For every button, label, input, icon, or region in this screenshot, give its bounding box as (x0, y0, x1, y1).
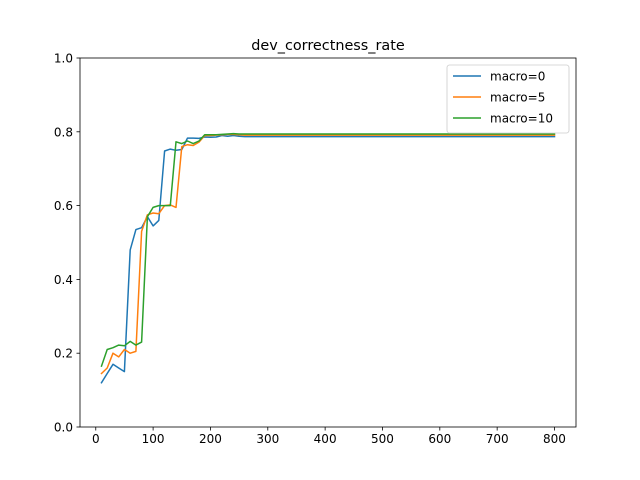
series-line-0 (100, 134, 556, 384)
legend-label-1: macro=5 (490, 91, 545, 105)
x-tick-label: 100 (142, 432, 165, 446)
x-tick-label: 600 (428, 432, 451, 446)
x-tick-label: 400 (314, 432, 337, 446)
legend-label-0: macro=0 (490, 70, 545, 84)
plot-frame (79, 57, 577, 428)
x-tick-label: 300 (256, 432, 279, 446)
chart-title: dev_correctness_rate (251, 38, 405, 54)
x-tick-label: 700 (486, 432, 509, 446)
y-tick-label: 0.2 (54, 347, 73, 361)
y-tick-label: 0.4 (54, 273, 73, 287)
legend-box (446, 64, 570, 134)
y-tick-label: 0.6 (54, 199, 73, 213)
x-tick-label: 800 (543, 432, 566, 446)
y-tick-label: 0.8 (54, 125, 73, 139)
x-tick-label: 500 (371, 432, 394, 446)
axes-layer: 0 100 200 300 400 500 600 700 800 0.0 0.2 0.4 0.6 0.8… (54, 52, 577, 446)
series-layer (100, 132, 556, 384)
y-tick-label: 0.0 (54, 421, 73, 435)
legend: macro=0 macro=5 macro=10 (446, 64, 570, 134)
y-tick-label: 1.0 (54, 52, 73, 66)
series-line-1 (100, 133, 556, 375)
x-tick-label: 200 (199, 432, 222, 446)
x-tick-label: 0 (92, 432, 100, 446)
legend-label-2: macro=10 (490, 112, 553, 126)
series-line-2 (100, 132, 556, 368)
